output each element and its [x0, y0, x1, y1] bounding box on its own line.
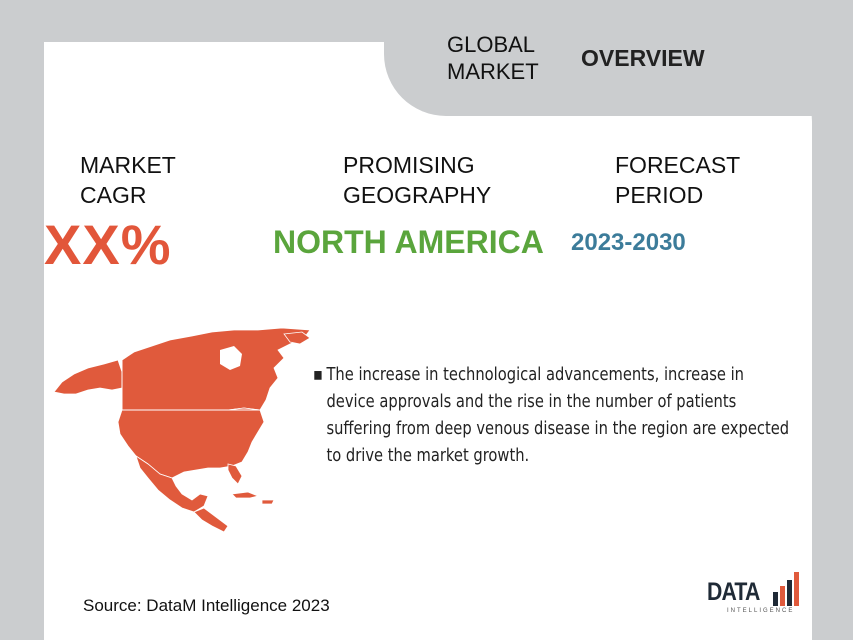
logo-subtext: INTELLIGENCE	[727, 608, 795, 614]
overview-title: OVERVIEW	[581, 45, 705, 71]
global-market-label: GLOBAL MARKET	[447, 32, 539, 84]
datam-logo: DATA INTELLIGENCE	[707, 570, 799, 620]
bullet-item: The increase in technological advancemen…	[326, 365, 790, 466]
promising-geography-value: NORTH AMERICA	[273, 224, 544, 260]
north-america-map-icon	[53, 328, 311, 532]
logo-text: DATA	[707, 578, 760, 606]
bullet-marker: ▪	[313, 365, 323, 385]
source-note: Source: DataM Intelligence 2023	[83, 596, 330, 615]
bar-chart-logo-icon	[773, 572, 799, 606]
market-cagr-label: MARKET CAGR	[80, 152, 176, 208]
bullet-list: ▪ The increase in technological advanceme…	[313, 362, 803, 470]
forecast-period-label: FORECAST PERIOD	[615, 152, 741, 208]
promising-geography-label: PROMISING GEOGRAPHY	[343, 152, 492, 208]
header-tab	[384, 0, 853, 116]
forecast-period-value: 2023-2030	[571, 229, 686, 256]
market-cagr-value: XX%	[44, 213, 172, 276]
